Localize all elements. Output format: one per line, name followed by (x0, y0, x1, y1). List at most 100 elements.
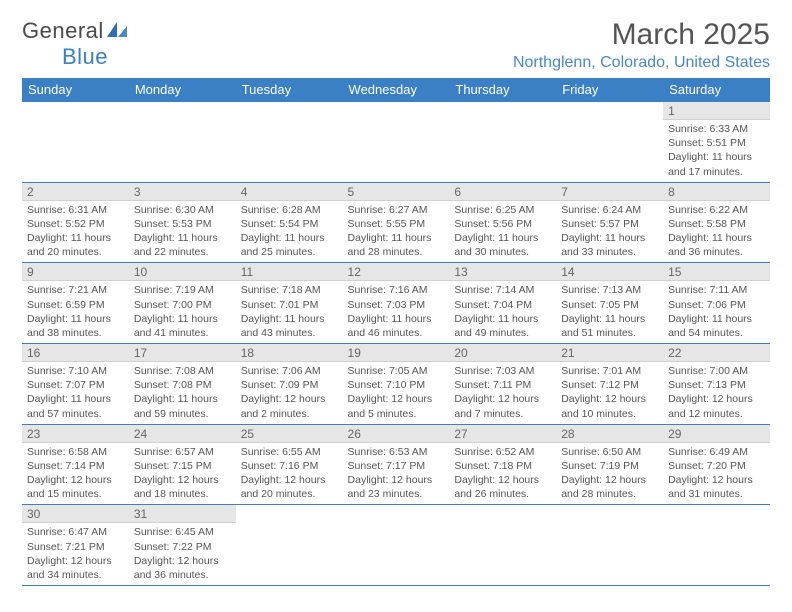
daylight-line: Daylight: 11 hours and 20 minutes. (27, 232, 111, 258)
day-details: Sunrise: 7:03 AMSunset: 7:11 PMDaylight:… (449, 362, 556, 424)
sunset-line: Sunset: 7:18 PM (454, 460, 532, 472)
daylight-line: Daylight: 12 hours and 31 minutes. (668, 474, 753, 500)
sunrise-line: Sunrise: 6:25 AM (454, 204, 534, 216)
calendar-empty-cell (236, 102, 343, 183)
daylight-line: Daylight: 11 hours and 30 minutes. (454, 232, 538, 258)
sunrise-line: Sunrise: 7:13 AM (561, 284, 641, 296)
calendar-day-cell: 1Sunrise: 6:33 AMSunset: 5:51 PMDaylight… (663, 102, 770, 183)
day-number: 31 (129, 505, 236, 523)
calendar-day-cell: 23Sunrise: 6:58 AMSunset: 7:14 PMDayligh… (22, 424, 129, 505)
calendar-day-cell: 31Sunrise: 6:45 AMSunset: 7:22 PMDayligh… (129, 505, 236, 586)
day-details: Sunrise: 6:47 AMSunset: 7:21 PMDaylight:… (22, 523, 129, 585)
daylight-line: Daylight: 11 hours and 59 minutes. (134, 393, 218, 419)
sunset-line: Sunset: 5:55 PM (348, 218, 426, 230)
daylight-line: Daylight: 12 hours and 34 minutes. (27, 555, 112, 581)
day-number: 18 (236, 344, 343, 362)
sunrise-line: Sunrise: 6:22 AM (668, 204, 748, 216)
day-details: Sunrise: 6:50 AMSunset: 7:19 PMDaylight:… (556, 443, 663, 505)
daylight-line: Daylight: 12 hours and 15 minutes. (27, 474, 112, 500)
calendar-empty-cell (556, 102, 663, 183)
calendar-day-cell: 4Sunrise: 6:28 AMSunset: 5:54 PMDaylight… (236, 182, 343, 263)
day-details: Sunrise: 6:45 AMSunset: 7:22 PMDaylight:… (129, 523, 236, 585)
day-details: Sunrise: 6:58 AM Sunset: 7:14 PM Daylight:… (22, 443, 129, 505)
sunrise-line: Sunrise: 7:05 AM (348, 365, 428, 377)
daylight-line: Daylight: 11 hours and 43 minutes. (241, 313, 325, 339)
day-details: Sunrise: 6:27 AMSunset: 5:55 PMDaylight:… (343, 201, 450, 263)
sunrise-line: Sunrise: 6:58 AM (27, 446, 107, 458)
sunrise-line: Sunrise: 7:11 AM (668, 284, 747, 296)
day-number: 15 (663, 263, 770, 281)
calendar-empty-cell (343, 102, 450, 183)
sunrise-line: Sunrise: 6:52 AM (454, 446, 534, 458)
day-number: 26 (343, 425, 450, 443)
day-details: Sunrise: 6:30 AMSunset: 5:53 PMDaylight:… (129, 201, 236, 263)
calendar-header-row: SundayMondayTuesdayWednesdayThursdayFrid… (22, 78, 770, 102)
sunrise-line: Sunrise: 7:08 AM (134, 365, 214, 377)
day-number: 19 (343, 344, 450, 362)
day-details: Sunrise: 6:55 AMSunset: 7:16 PMDaylight:… (236, 443, 343, 505)
daylight-line: Daylight: 12 hours and 36 minutes. (134, 555, 219, 581)
day-details: Sunrise: 7:05 AMSunset: 7:10 PMDaylight:… (343, 362, 450, 424)
daylight-line: Daylight: 11 hours and 41 minutes. (134, 313, 218, 339)
daylight-line: Daylight: 11 hours and 22 minutes. (134, 232, 218, 258)
day-details: Sunrise: 7:06 AMSunset: 7:09 PMDaylight:… (236, 362, 343, 424)
sunrise-line: Sunrise: 7:00 AM (668, 365, 748, 377)
daylight-line: Daylight: 12 hours and 18 minutes. (134, 474, 219, 500)
sunset-line: Sunset: 6:59 PM (27, 299, 105, 311)
day-number: 17 (129, 344, 236, 362)
daylight-line: Daylight: 11 hours and 57 minutes. (27, 393, 111, 419)
location-text: Northglenn, Colorado, United States (513, 54, 770, 72)
day-number: 24 (129, 425, 236, 443)
day-details: Sunrise: 7:14 AMSunset: 7:04 PMDaylight:… (449, 281, 556, 343)
calendar-row: 1Sunrise: 6:33 AMSunset: 5:51 PMDaylight… (22, 102, 770, 183)
sunset-line: Sunset: 7:17 PM (348, 460, 426, 472)
day-number: 8 (663, 183, 770, 201)
calendar-day-cell: 10Sunrise: 7:19 AMSunset: 7:00 PMDayligh… (129, 263, 236, 344)
sunset-line: Sunset: 7:14 PM (27, 460, 105, 472)
sunset-line: Sunset: 7:13 PM (668, 379, 746, 391)
month-title: March 2025 (513, 18, 770, 52)
calendar-empty-cell (449, 505, 556, 586)
calendar-day-cell: 21Sunrise: 7:01 AMSunset: 7:12 PMDayligh… (556, 344, 663, 425)
calendar-day-cell: 27Sunrise: 6:52 AMSunset: 7:18 PMDayligh… (449, 424, 556, 505)
calendar-table: SundayMondayTuesdayWednesdayThursdayFrid… (22, 78, 770, 586)
calendar-day-cell: 30Sunrise: 6:47 AMSunset: 7:21 PMDayligh… (22, 505, 129, 586)
sunrise-line: Sunrise: 7:18 AM (241, 284, 321, 296)
day-number: 7 (556, 183, 663, 201)
sunrise-line: Sunrise: 7:21 AM (27, 284, 107, 296)
calendar-empty-cell (129, 102, 236, 183)
day-number: 5 (343, 183, 450, 201)
day-number: 25 (236, 425, 343, 443)
daylight-line: Daylight: 12 hours and 7 minutes. (454, 393, 539, 419)
sunset-line: Sunset: 7:16 PM (241, 460, 319, 472)
sunrise-line: Sunrise: 7:03 AM (454, 365, 534, 377)
day-number: 9 (22, 263, 129, 281)
day-details: Sunrise: 6:25 AMSunset: 5:56 PMDaylight:… (449, 201, 556, 263)
day-number: 29 (663, 425, 770, 443)
day-details: Sunrise: 6:33 AMSunset: 5:51 PMDaylight:… (663, 120, 770, 182)
daylight-line: Daylight: 11 hours and 49 minutes. (454, 313, 538, 339)
calendar-row: 2Sunrise: 6:31 AMSunset: 5:52 PMDaylight… (22, 182, 770, 263)
sunrise-line: Sunrise: 6:55 AM (241, 446, 321, 458)
calendar-row: 9 Sunrise: 7:21 AM Sunset: 6:59 PM Daylight… (22, 263, 770, 344)
day-number: 1 (663, 102, 770, 120)
sunset-line: Sunset: 5:52 PM (27, 218, 105, 230)
sunset-line: Sunset: 7:05 PM (561, 299, 639, 311)
weekday-header: Monday (129, 78, 236, 102)
day-details: Sunrise: 7:00 AMSunset: 7:13 PMDaylight:… (663, 362, 770, 424)
calendar-empty-cell (22, 102, 129, 183)
sunset-line: Sunset: 7:21 PM (27, 541, 105, 553)
day-number: 10 (129, 263, 236, 281)
day-number: 28 (556, 425, 663, 443)
sunrise-line: Sunrise: 7:10 AM (27, 365, 107, 377)
calendar-empty-cell (663, 505, 770, 586)
sunrise-line: Sunrise: 6:28 AM (241, 204, 321, 216)
sunrise-line: Sunrise: 6:49 AM (668, 446, 748, 458)
day-number: 2 (22, 183, 129, 201)
daylight-line: Daylight: 11 hours and 28 minutes. (348, 232, 432, 258)
calendar-day-cell: 24Sunrise: 6:57 AMSunset: 7:15 PMDayligh… (129, 424, 236, 505)
sunrise-line: Sunrise: 6:33 AM (668, 123, 748, 135)
day-number: 30 (22, 505, 129, 523)
sunrise-line: Sunrise: 7:19 AM (134, 284, 214, 296)
sunset-line: Sunset: 5:54 PM (241, 218, 319, 230)
